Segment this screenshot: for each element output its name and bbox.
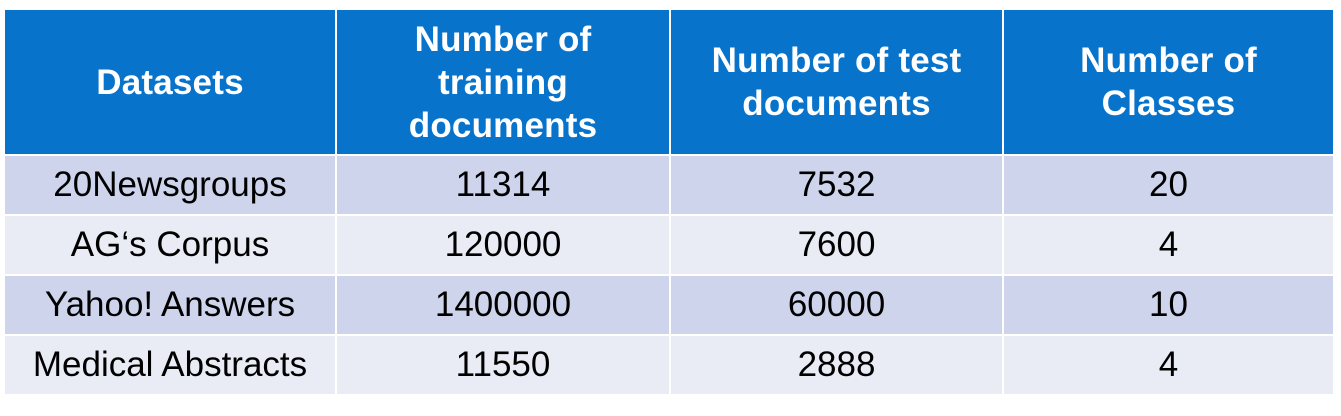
table-body: 20Newsgroups 11314 7532 20 AG‘s Corpus 1…: [3, 154, 1335, 396]
table-row: Yahoo! Answers 1400000 60000 10: [3, 274, 1335, 336]
cell-dataset: AG‘s Corpus: [3, 214, 337, 276]
header-datasets: Datasets: [3, 8, 337, 156]
table-row: AG‘s Corpus 120000 7600 4: [3, 214, 1335, 276]
cell-dataset: 20Newsgroups: [3, 154, 337, 216]
cell-dataset: Yahoo! Answers: [3, 274, 337, 336]
cell-test: 60000: [669, 274, 1004, 336]
dataset-table-container: Datasets Number of training documents Nu…: [3, 8, 1335, 396]
cell-classes: 4: [1002, 334, 1335, 396]
cell-classes: 20: [1002, 154, 1335, 216]
cell-test: 7532: [669, 154, 1004, 216]
table-header: Datasets Number of training documents Nu…: [3, 8, 1335, 156]
cell-training: 11550: [335, 334, 671, 396]
header-training-docs: Number of training documents: [335, 8, 671, 156]
header-classes: Number of Classes: [1002, 8, 1335, 156]
table-row: 20Newsgroups 11314 7532 20: [3, 154, 1335, 216]
cell-classes: 4: [1002, 214, 1335, 276]
header-row: Datasets Number of training documents Nu…: [3, 8, 1335, 156]
cell-classes: 10: [1002, 274, 1335, 336]
cell-training: 1400000: [335, 274, 671, 336]
table-row: Medical Abstracts 11550 2888 4: [3, 334, 1335, 396]
cell-test: 2888: [669, 334, 1004, 396]
cell-test: 7600: [669, 214, 1004, 276]
cell-dataset: Medical Abstracts: [3, 334, 337, 396]
dataset-statistics-table: Datasets Number of training documents Nu…: [3, 8, 1335, 396]
header-test-docs: Number of test documents: [669, 8, 1004, 156]
cell-training: 11314: [335, 154, 671, 216]
cell-training: 120000: [335, 214, 671, 276]
